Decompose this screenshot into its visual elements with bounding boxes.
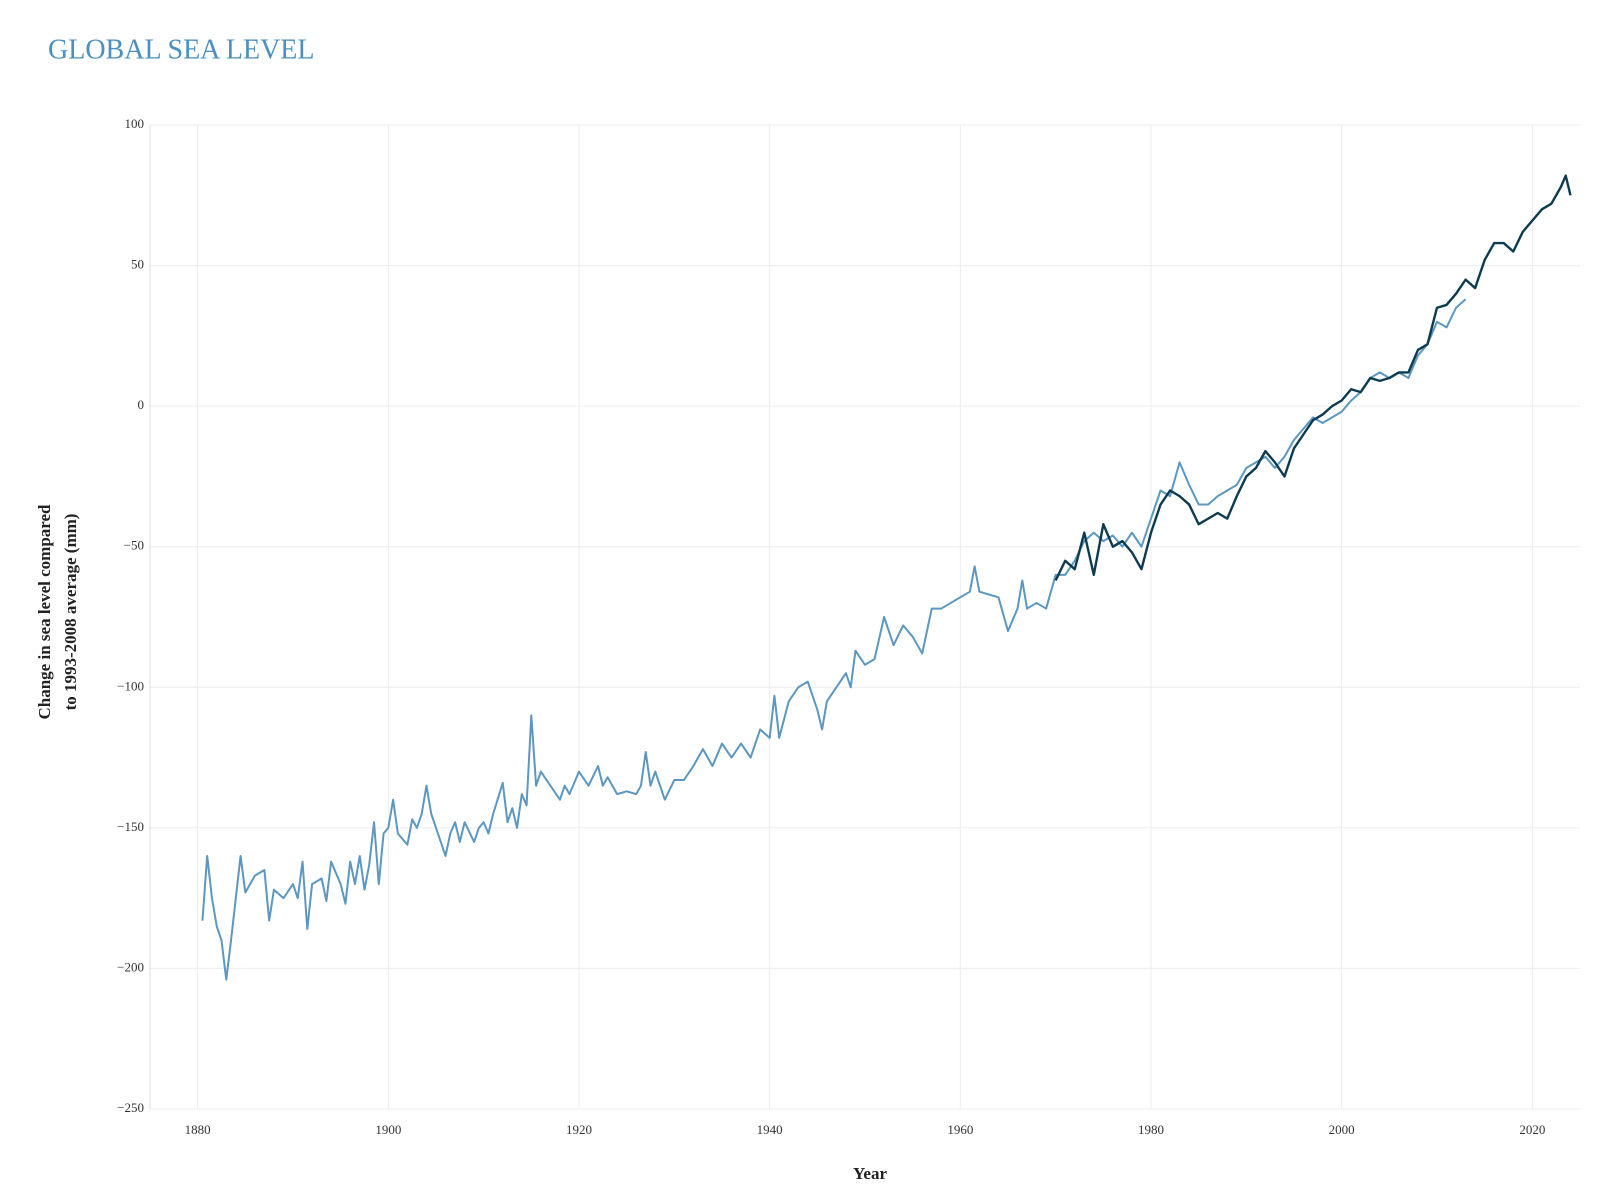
x-axis-label: Year <box>853 1164 887 1183</box>
line-series <box>1054 174 1572 581</box>
x-tick-label: 1900 <box>375 1122 401 1137</box>
y-axis-label: to 1993-2008 average (mm) <box>61 514 80 711</box>
y-tick-label: −50 <box>124 538 144 553</box>
x-tick-label: 1940 <box>757 1122 783 1137</box>
y-tick-label: 50 <box>131 257 144 272</box>
y-tick-label: 0 <box>138 397 145 412</box>
x-tick-label: 1980 <box>1138 1122 1164 1137</box>
x-tick-label: 2000 <box>1329 1122 1355 1137</box>
chart-title: GLOBAL SEA LEVEL <box>48 34 315 65</box>
y-axis-label: Change in sea level compared <box>35 504 54 720</box>
y-tick-label: 100 <box>125 116 145 131</box>
y-tick-label: −100 <box>117 678 144 693</box>
x-tick-label: 2020 <box>1519 1122 1545 1137</box>
x-tick-label: 1960 <box>947 1122 973 1137</box>
x-tick-label: 1920 <box>566 1122 592 1137</box>
line-series <box>201 298 1467 981</box>
y-tick-label: −150 <box>117 819 144 834</box>
x-tick-label: 1880 <box>185 1122 211 1137</box>
y-tick-label: −200 <box>117 959 144 974</box>
y-tick-label: −250 <box>117 1100 144 1115</box>
